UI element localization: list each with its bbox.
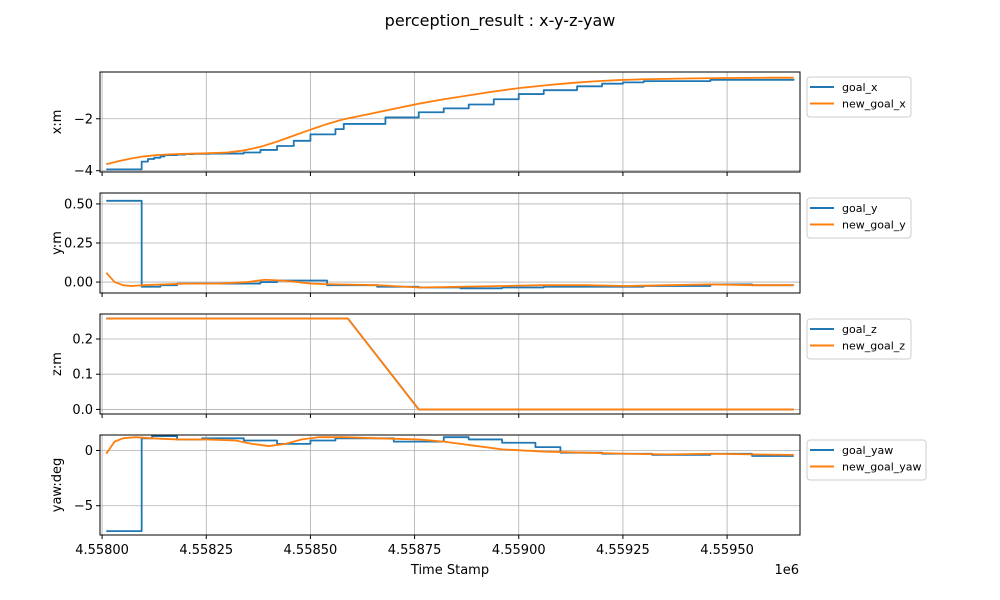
y-tick-label: 0.2 — [72, 333, 93, 348]
legend-label: new_goal_x — [842, 98, 906, 111]
x-tick-label: 4.55875 — [388, 543, 442, 558]
subplot-x: −4 −2 x:m goal_x new_goal_x — [50, 71, 912, 179]
series-line-goal-y — [106, 199, 794, 290]
subplots: −4−2x:mgoal_xnew_goal_x0.000.250.50y:mgo… — [50, 71, 927, 558]
y-tick-label: 0.1 — [72, 368, 93, 383]
x-tick-label: 4.55925 — [596, 543, 650, 558]
legend: goal_yaw new_goal_yaw — [806, 439, 927, 481]
series-line-new-goal-y — [105, 272, 794, 289]
series-line-new-goal-yaw — [105, 436, 794, 456]
series-line-goal-z — [106, 317, 794, 411]
legend-label: new_goal_y — [842, 219, 906, 232]
subplot-y: 0.00 0.25 0.50 y:m goal_y new_goal_y — [50, 192, 912, 297]
legend-label: new_goal_z — [842, 340, 905, 353]
legend-label: goal_yaw — [842, 444, 893, 457]
y-tick-label: 0.00 — [64, 276, 93, 291]
x-tick-label: 4.55850 — [284, 543, 338, 558]
series-line-new-goal-x — [106, 76, 794, 166]
legend: goal_x new_goal_x — [806, 76, 912, 118]
legend-label: goal_y — [842, 202, 878, 215]
axes-frame — [99, 313, 801, 415]
axes-frame — [99, 71, 801, 173]
y-axis-label: yaw:deg — [50, 458, 65, 512]
legend: goal_y new_goal_y — [806, 197, 912, 239]
legend-label: goal_z — [842, 323, 877, 336]
legend-label: new_goal_yaw — [842, 461, 922, 474]
y-axis-label: z:m — [50, 352, 65, 376]
x-tick-label: 4.55900 — [492, 543, 546, 558]
legend-box — [806, 439, 927, 481]
legend: goal_z new_goal_z — [806, 318, 912, 360]
figure-title: perception_result : x-y-z-yaw — [385, 11, 616, 31]
legend-label: goal_x — [842, 81, 878, 94]
x-axis-offset-label: 1e6 — [774, 563, 799, 578]
y-axis-label: y:m — [50, 231, 65, 255]
y-tick-label: −4 — [74, 164, 93, 179]
subplot-yaw: −5 0 4.55800 4.55825 4.55850 4.55875 4.55900 4.… — [50, 434, 927, 558]
y-tick-label: 0.0 — [72, 403, 93, 418]
y-tick-label: 0.25 — [64, 237, 93, 252]
x-tick-label: 4.55950 — [700, 543, 754, 558]
x-tick-label: 4.55800 — [75, 543, 129, 558]
y-axis-label: x:m — [50, 110, 65, 135]
series-line-new-goal-z — [106, 317, 794, 411]
y-tick-label: −2 — [74, 112, 93, 127]
subplot-z: 0.0 0.1 0.2 z:m goal_z new_goal_z — [50, 313, 912, 418]
axes-frame — [99, 434, 801, 536]
series-line-goal-x — [106, 78, 795, 171]
x-axis-label: Time Stamp — [410, 563, 489, 578]
x-tick-label: 4.55825 — [179, 543, 233, 558]
y-tick-label: 0 — [85, 444, 93, 459]
y-tick-label: −5 — [74, 499, 93, 514]
y-tick-label: 0.50 — [64, 197, 93, 212]
